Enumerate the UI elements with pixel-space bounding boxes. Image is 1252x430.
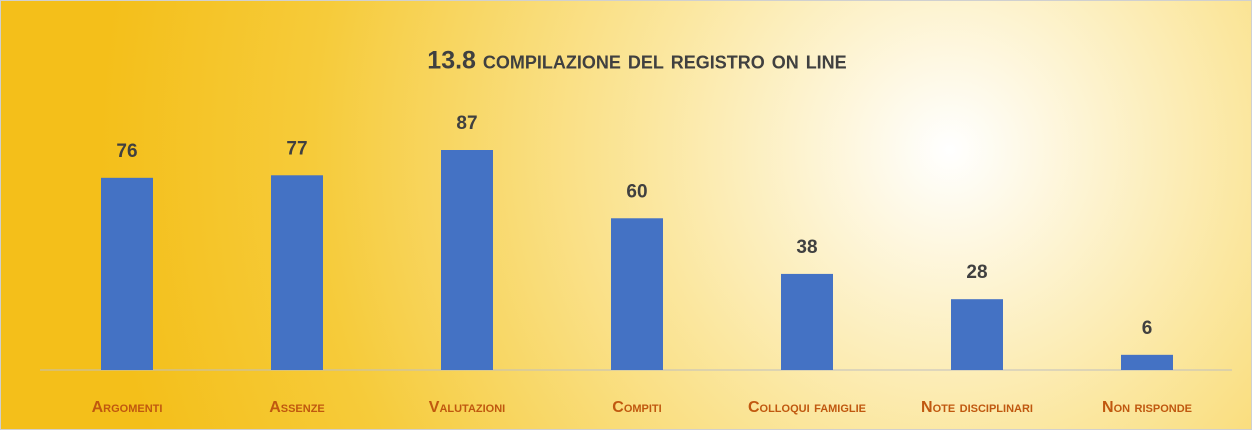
value-label: 6: [1142, 318, 1153, 339]
value-label: 60: [626, 181, 647, 202]
value-label: 38: [796, 237, 817, 258]
bar: [951, 299, 1003, 370]
bar: [101, 177, 153, 370]
value-label: 76: [116, 141, 137, 162]
x-tick-label: Argomenti: [92, 399, 163, 416]
x-tick-label: Valutazioni: [429, 399, 505, 416]
value-label: 87: [456, 113, 477, 134]
bar: [611, 218, 663, 370]
x-tick-label: Note disciplinari: [921, 399, 1033, 416]
x-tick-label: Colloqui famiglie: [748, 399, 866, 416]
value-label: 28: [966, 262, 987, 283]
x-tick-label: Assenze: [269, 399, 325, 416]
value-label: 77: [286, 138, 307, 159]
chart-title: 13.8 compilazione del registro on line: [427, 47, 846, 75]
bar: [781, 273, 833, 370]
bar: [441, 150, 493, 370]
x-tick-label: Compiti: [612, 399, 661, 416]
bar: [1121, 354, 1173, 370]
bar: [271, 175, 323, 370]
x-tick-label: Non risponde: [1102, 399, 1192, 416]
